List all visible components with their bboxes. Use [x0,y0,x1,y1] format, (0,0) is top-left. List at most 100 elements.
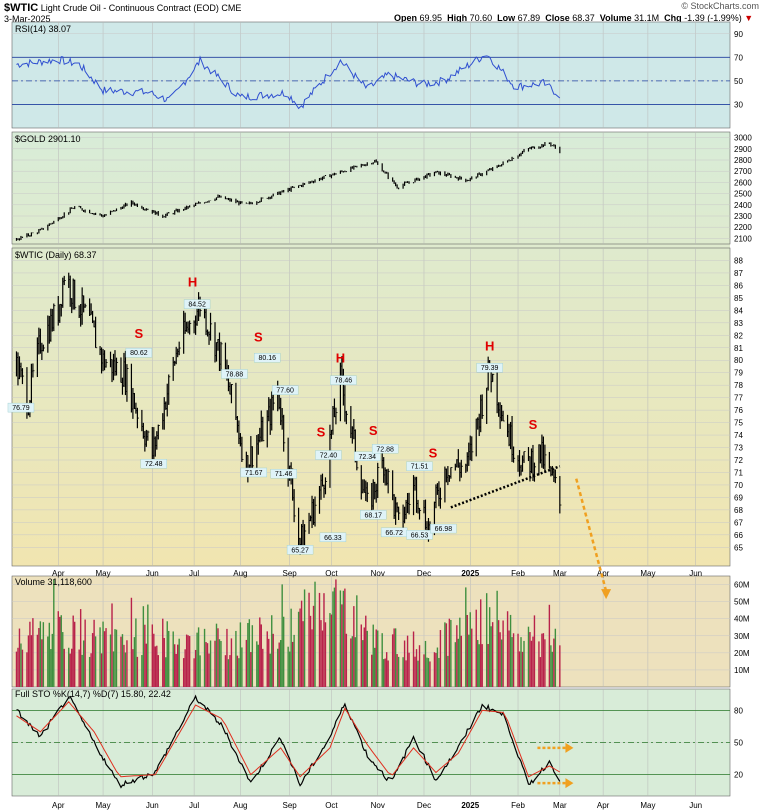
price-value-label-box [254,353,281,363]
volume-bar [136,656,139,687]
volume-bar [542,633,545,687]
volume-bar [32,618,34,687]
volume-bar [371,654,373,687]
x-tick-label-bottom: Apr [52,801,65,810]
forecast-arrow-line [575,478,608,592]
volume-bar [332,591,334,687]
volume-bar [385,652,388,687]
volume-bar [29,621,31,687]
volume-bar [436,647,439,687]
x-tick-label-price: Jul [189,569,199,578]
volume-bar [323,593,325,687]
volume-bar [506,611,509,687]
x-tick-label-bottom: Oct [325,801,338,810]
y-tick-label: 80 [734,356,743,365]
price-value-label: 72.40 [320,453,338,460]
volume-bar [187,635,189,687]
volume-bar [114,629,116,687]
price-value-label-box [7,402,35,413]
pattern-label: S [529,417,538,432]
price-value-label-box [125,348,153,358]
volume-bar [533,615,536,687]
price-value-label: 68.17 [364,512,382,519]
y-tick-label: 2200 [734,223,752,232]
x-tick-label-bottom: Apr [597,801,610,810]
volume-bar [360,624,362,687]
y-tick-label: 2900 [734,145,752,154]
price-value-label-box [271,385,299,395]
volume-bar [182,658,185,687]
volume-panel [11,575,731,688]
volume-bar [459,617,461,687]
volume-bar [554,628,557,687]
volume-bar [26,652,28,687]
volume-bar [165,657,167,687]
price-value-label-box [406,461,433,471]
volume-bar [448,618,451,687]
x-tick-label-bottom: Jun [146,801,159,810]
volume-bar [414,656,416,687]
volume-bar [132,649,134,687]
price-value-label: 84.52 [188,302,206,309]
volume-bar [377,630,379,687]
volume-bar [214,640,216,687]
volume-bar [178,638,180,687]
volume-bar [224,655,227,687]
volume-bar [551,651,554,687]
y-tick-label: 66 [734,531,743,540]
price-value-label: 76.79 [12,405,30,412]
volume-bar [94,636,97,687]
price-value-label: 71.67 [245,470,263,477]
volume-bar [517,633,519,687]
volume-bar [447,655,449,687]
volume-bar [241,647,243,687]
volume-bar [166,621,168,687]
volume-bar [209,640,212,687]
volume-bar [351,636,354,687]
volume-bar [342,590,345,687]
volume-bar [111,603,113,687]
y-tick-label: 60M [734,581,750,590]
x-tick-label-bottom: Nov [371,801,385,810]
volume-bar [205,642,207,687]
volume-bar [124,652,127,687]
volume-bar [469,612,471,687]
volume-bar [235,630,237,687]
volume-bar [193,658,195,687]
volume-bar [278,642,280,687]
x-tick-label-bottom: Jul [189,801,199,810]
volume-bar [502,620,504,687]
volume-bar [245,639,248,687]
x-tick-label-price: 2025 [461,569,479,578]
y-tick-label: 50 [734,77,743,86]
x-tick-label-price: Apr [597,569,610,578]
forecast-arrow-head [601,589,612,600]
y-tick-label: 30 [734,100,743,109]
price-value-label: 66.72 [385,530,403,537]
y-tick-label: 50M [734,598,750,607]
volume-bar [350,638,352,687]
y-tick-label: 85 [734,294,743,303]
volume-bar [457,638,460,687]
volume-bar [391,634,394,687]
price-value-label: 71.46 [275,471,293,478]
volume-bar [403,640,406,687]
volume-bar [260,624,262,687]
price-value-label-box [476,363,503,373]
x-tick-label-bottom: Sep [283,801,298,810]
volume-bar [435,652,437,687]
volume-bar [172,631,174,687]
gold-label: $GOLD 2901.10 [15,134,81,144]
volume-bar [330,614,333,687]
volume-bar [393,628,395,687]
volume-bar [21,649,24,687]
volume-bar [500,639,503,687]
sto-arrow-upper-head [565,742,574,753]
volume-bar [450,619,452,687]
chart-date: 3-Mar-2025 [4,14,51,24]
volume-bar [79,609,82,687]
price-value-label-box [330,375,357,385]
volume-bar [527,626,530,687]
price-value-label-box [319,532,347,543]
y-tick-label: 65 [734,543,743,552]
